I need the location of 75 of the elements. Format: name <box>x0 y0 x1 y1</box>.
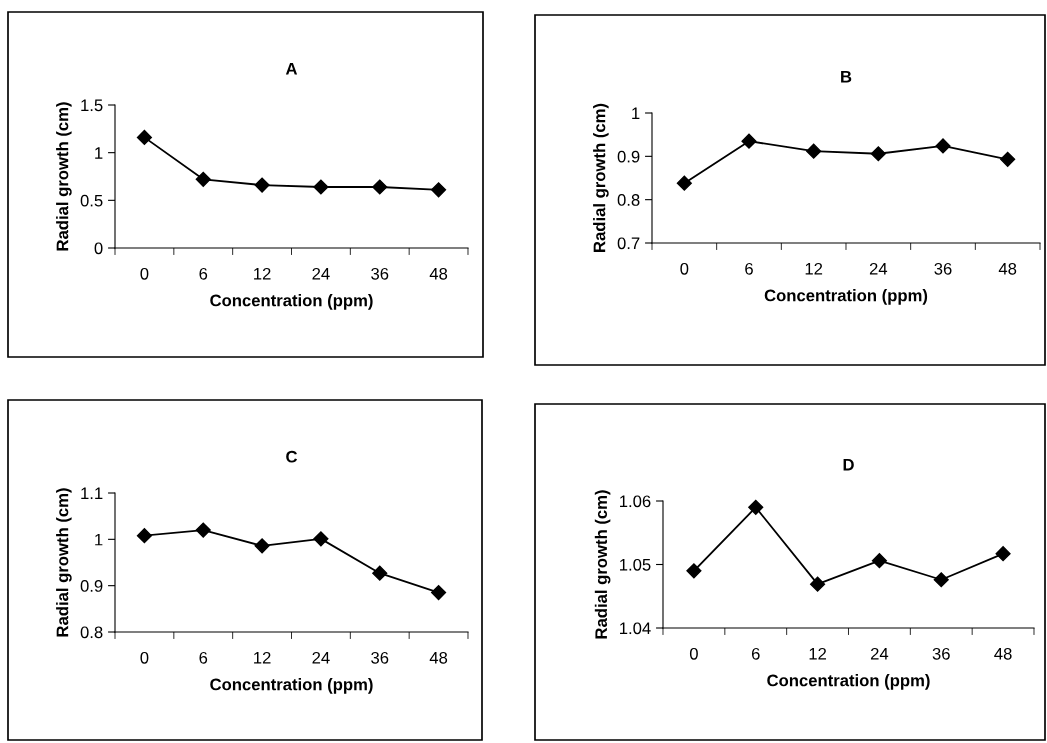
point <box>431 585 447 601</box>
y-tick-label: 0.5 <box>80 194 103 207</box>
y-axis-title: Radial growth (cm) <box>56 102 72 251</box>
y-tick-label: 0.9 <box>80 580 103 592</box>
point <box>686 563 702 579</box>
point <box>935 138 951 154</box>
x-tick-label: 48 <box>429 267 448 280</box>
x-tick-label: 24 <box>870 647 889 660</box>
y-tick-label: 1.06 <box>620 495 651 508</box>
x-tick-label: 48 <box>994 647 1012 660</box>
y-tick-label: 1.5 <box>81 99 103 112</box>
point <box>313 531 329 547</box>
x-tick-label: 36 <box>371 651 389 664</box>
x-tick-label: 24 <box>312 651 330 664</box>
x-tick-label: 24 <box>312 267 330 280</box>
point <box>136 528 152 544</box>
point <box>806 143 822 159</box>
point <box>870 146 886 162</box>
x-tick-label: 48 <box>429 651 448 664</box>
x-tick-label: 6 <box>199 267 208 280</box>
x-tick-label: 0 <box>140 651 149 664</box>
x-axis-title: Concentration (ppm) <box>764 289 928 305</box>
point <box>933 572 949 588</box>
x-tick-label: 12 <box>254 651 271 664</box>
x-tick-label: 36 <box>371 267 389 280</box>
point <box>372 565 388 581</box>
point <box>871 553 887 569</box>
point <box>195 171 211 187</box>
point <box>313 179 329 195</box>
point <box>372 179 388 195</box>
y-tick-label: 1 <box>95 533 103 546</box>
point <box>431 182 447 198</box>
point <box>254 177 270 193</box>
point <box>995 546 1011 562</box>
y-tick-label: 0.9 <box>617 150 640 163</box>
x-axis-title: Concentration (ppm) <box>210 294 373 310</box>
point <box>195 522 211 538</box>
y-tick-label: 0.8 <box>617 194 640 206</box>
y-tick-label: 1.1 <box>81 487 103 500</box>
point <box>810 576 826 592</box>
y-axis-title: Radial growth (cm) <box>594 490 611 639</box>
x-tick-label: 12 <box>809 647 827 660</box>
x-tick-label: 0 <box>140 267 149 280</box>
y-tick-label: 1.04 <box>620 622 651 635</box>
y-tick-label: 0.7 <box>617 237 640 250</box>
y-tick-label: 0 <box>94 242 103 255</box>
y-axis-title: Radial growth (cm) <box>56 488 72 637</box>
x-tick-label: 6 <box>751 647 760 660</box>
chart-title: D <box>843 458 854 471</box>
x-tick-label: 0 <box>680 262 689 275</box>
x-tick-label: 12 <box>805 262 823 275</box>
x-tick-label: 36 <box>934 262 952 275</box>
point <box>676 175 692 191</box>
point <box>748 499 764 515</box>
x-axis-title: Concentration (ppm) <box>210 678 373 694</box>
chart-title: A <box>285 62 298 75</box>
chart-title: B <box>841 70 852 83</box>
chart-title: C <box>286 450 298 463</box>
x-tick-label: 6 <box>745 262 753 275</box>
x-tick-label: 24 <box>869 262 888 275</box>
y-tick-label: 1 <box>95 147 103 159</box>
y-tick-label: 1.05 <box>620 558 651 571</box>
y-axis-title: Radial growth (cm) <box>593 103 609 252</box>
point <box>136 129 152 145</box>
x-tick-label: 12 <box>254 267 271 280</box>
x-axis-title: Concentration (ppm) <box>767 674 930 690</box>
x-tick-label: 0 <box>689 647 698 660</box>
point <box>254 538 270 554</box>
y-tick-label: 0.8 <box>80 626 103 639</box>
y-tick-label: 1 <box>632 107 640 120</box>
x-tick-label: 6 <box>199 651 208 664</box>
point <box>741 133 757 149</box>
x-tick-label: 36 <box>932 647 950 660</box>
point <box>1000 151 1016 167</box>
x-tick-label: 48 <box>998 262 1017 275</box>
